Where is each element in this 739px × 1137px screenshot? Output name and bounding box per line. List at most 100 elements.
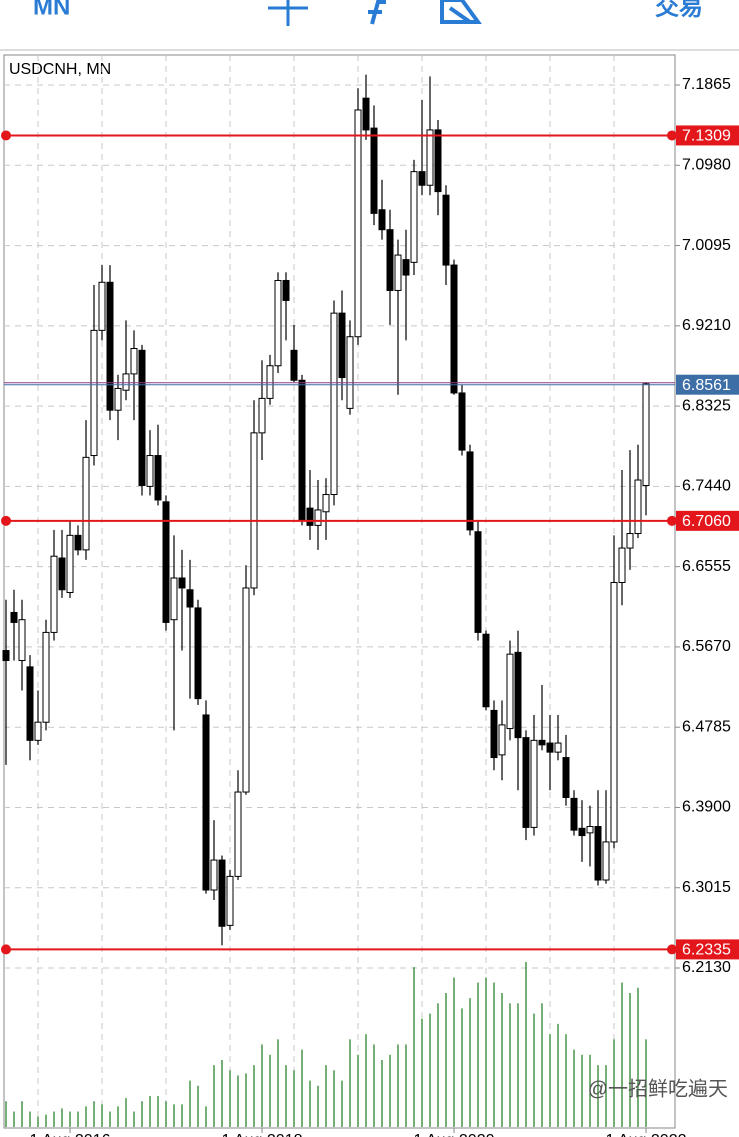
candle-body	[114, 387, 122, 411]
candle-body	[178, 577, 186, 589]
candle-body	[354, 109, 362, 338]
candle-body	[506, 653, 514, 730]
candle-body	[538, 739, 546, 746]
candle-body	[570, 797, 578, 831]
candle-body	[562, 757, 570, 798]
candle-body	[34, 721, 42, 741]
candle-body	[338, 312, 346, 379]
level-handle	[667, 515, 677, 526]
candle-body	[394, 254, 402, 291]
crosshair-icon[interactable]	[268, 0, 308, 26]
candle-body	[514, 651, 522, 739]
candle-body	[274, 279, 282, 367]
candle-body	[522, 737, 530, 828]
candle-body	[498, 724, 506, 756]
candle-body	[250, 432, 258, 589]
y-tick-label: 6.9210	[682, 317, 731, 334]
candle-body	[434, 129, 442, 193]
chart-frame	[3, 54, 676, 1129]
candle-body	[370, 127, 378, 214]
x-tick-label: 1 Aug 2016	[30, 1132, 111, 1137]
candle-body	[474, 531, 482, 633]
candle-body	[322, 494, 330, 513]
candle-body	[482, 633, 490, 708]
candle-body	[82, 456, 90, 551]
candle-body	[586, 826, 594, 834]
candle-body	[634, 479, 642, 535]
candle-body	[90, 329, 98, 457]
candle-body	[106, 281, 114, 411]
candle-body	[138, 349, 146, 486]
watermark: @一招鲜吃遍天	[588, 1077, 728, 1100]
candle-body	[426, 129, 434, 186]
price-label: 6.8561	[682, 377, 731, 394]
candle-body	[306, 507, 314, 526]
candle-body	[594, 826, 602, 881]
candle-body	[2, 650, 10, 662]
indicator-icon[interactable]	[368, 0, 386, 25]
candle-body	[546, 742, 554, 753]
y-tick-label: 7.0980	[682, 157, 731, 174]
candle-body	[130, 348, 138, 375]
x-tick-label: 1 Aug 2018	[222, 1132, 303, 1137]
level-handle	[667, 130, 677, 141]
y-tick-label: 6.3015	[682, 879, 731, 896]
y-tick-label: 6.7440	[682, 478, 731, 495]
candle-body	[66, 534, 74, 593]
candle-body	[258, 397, 266, 434]
candle-body	[442, 194, 450, 266]
trade-button[interactable]: 交易	[655, 0, 703, 20]
candle-body	[210, 859, 218, 891]
level-label: 7.1309	[682, 128, 731, 145]
candle-body	[610, 582, 618, 843]
candle-body	[26, 666, 34, 741]
candle-body	[186, 589, 194, 608]
level-label-box	[676, 125, 739, 146]
candle-body	[226, 875, 234, 926]
candle-body	[346, 336, 354, 409]
candle-body	[314, 509, 322, 526]
x-tick-label: 1 Aug 2020	[414, 1132, 495, 1137]
y-tick-label: 6.4785	[682, 718, 731, 735]
y-tick-label: 7.0095	[682, 237, 731, 254]
y-tick-label: 6.8325	[682, 397, 731, 414]
level-handle	[1, 130, 11, 141]
y-tick-label: 6.3900	[682, 799, 731, 816]
candle-body	[362, 97, 370, 131]
candle-body	[42, 631, 50, 723]
candle-body	[122, 373, 130, 391]
candle-body	[578, 827, 586, 837]
candle-body	[410, 171, 418, 263]
candle-body	[146, 455, 154, 487]
candle-body	[202, 714, 210, 891]
y-tick-label: 6.5670	[682, 638, 731, 655]
level-label-box	[676, 510, 739, 531]
level-label: 6.7060	[682, 513, 731, 530]
candle-body	[50, 555, 58, 633]
y-tick-label: 6.2130	[682, 959, 731, 976]
candle-body	[282, 279, 290, 301]
candle-body	[154, 455, 162, 501]
candle-body	[58, 557, 66, 591]
candle-body	[98, 281, 106, 331]
timeframe-button[interactable]: MN	[33, 0, 70, 20]
candle-body	[298, 379, 306, 521]
candle-body	[618, 547, 626, 584]
candle-body	[530, 739, 538, 828]
candle-body	[626, 533, 634, 549]
x-tick-label: 1 Aug 2022	[606, 1132, 687, 1137]
candle-body	[290, 349, 298, 381]
candle-body	[458, 392, 466, 451]
candle-body	[554, 742, 562, 753]
candle-body	[402, 259, 410, 276]
candle-body	[378, 209, 386, 231]
objects-icon[interactable]	[440, 0, 482, 24]
level-handle	[667, 944, 677, 955]
candle-body	[18, 619, 26, 662]
candle-body	[170, 577, 178, 621]
candle-body	[218, 859, 226, 927]
level-handle	[1, 515, 11, 526]
chart-title: USDCNH, MN	[9, 61, 111, 78]
candle-body	[242, 587, 250, 793]
